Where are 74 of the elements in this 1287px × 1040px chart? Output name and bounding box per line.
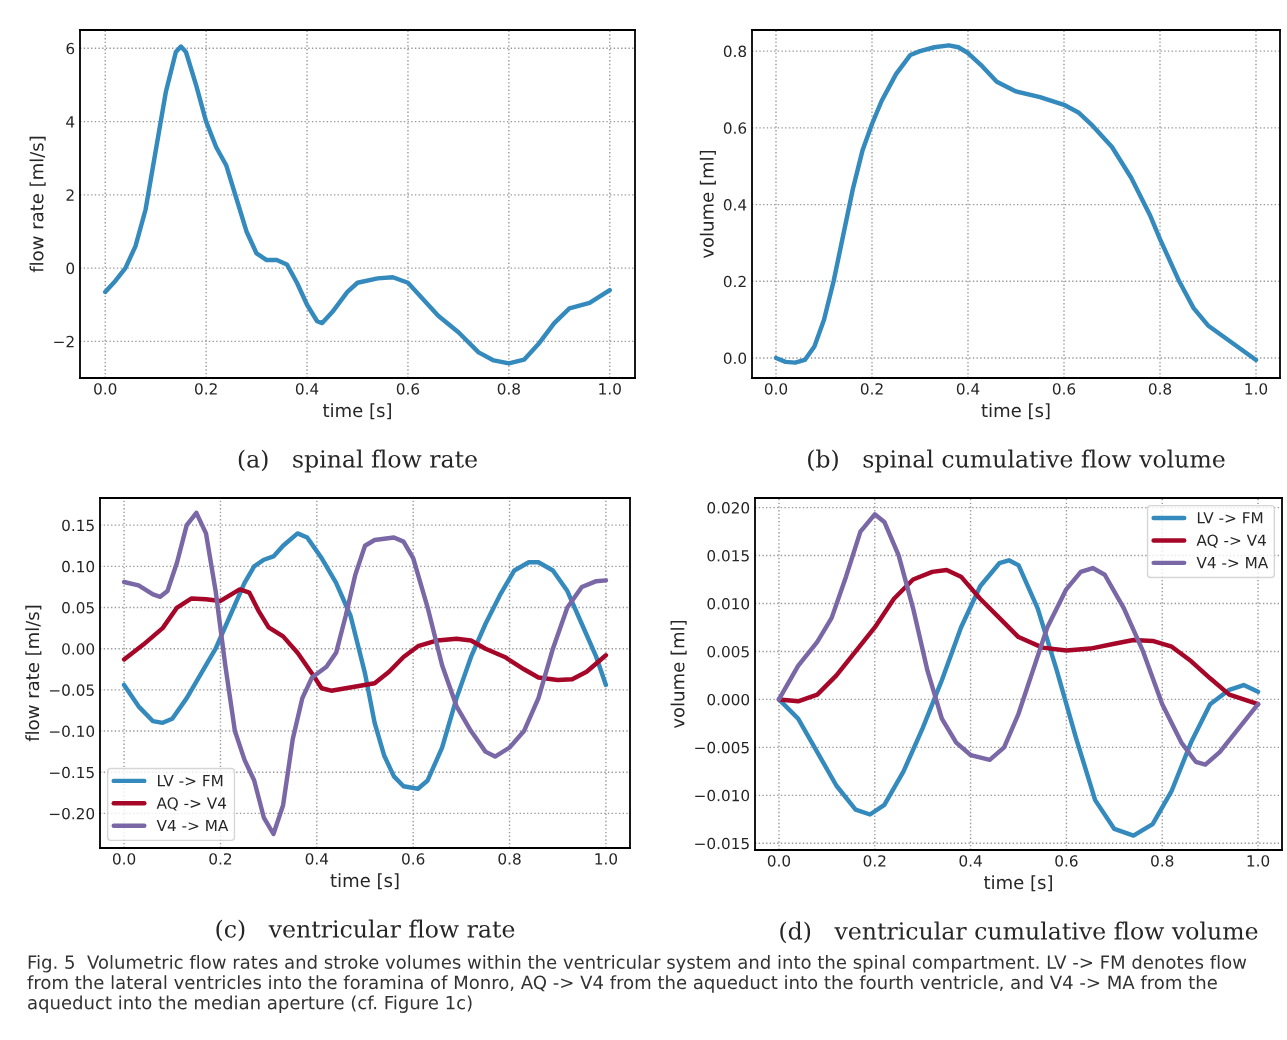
y-tick-label: −2 — [54, 335, 74, 348]
text: (b) spinal cumulative flow volume — [808, 449, 1225, 473]
x-axis-title: time [s] — [330, 873, 399, 890]
line-series — [773, 43, 1259, 365]
x-tick-label: 0.8 — [1148, 383, 1172, 395]
x-tick-label: 0.4 — [295, 383, 319, 395]
y-tick-label: 0.15 — [62, 519, 94, 532]
y-tick-label: −0.20 — [49, 807, 95, 820]
x-tick-label: 0.2 — [195, 383, 217, 395]
y-axis-title: volume [ml] — [699, 150, 716, 259]
text: (a) spinal flow rate — [238, 449, 477, 473]
y-tick-label: 6 — [66, 42, 75, 55]
x-axis-title: time [s] — [322, 403, 391, 420]
x-tick-label: 1.0 — [595, 853, 618, 865]
y-tick-label: 0.020 — [707, 502, 750, 514]
x-tick-label: 0.2 — [863, 855, 886, 867]
x-tick-label: 0.6 — [1052, 383, 1076, 395]
y-tick-label: 0.4 — [723, 199, 747, 211]
legend-label: LV -> FM — [158, 775, 223, 787]
x-axis-title: time [s] — [983, 875, 1052, 892]
y-tick-label: 0.05 — [62, 601, 94, 614]
x-tick-label: 0.4 — [956, 383, 980, 395]
y-tick-label: −0.05 — [49, 684, 94, 696]
x-tick-label: 0.0 — [764, 383, 788, 395]
legend-label: AQ -> V4 — [156, 797, 227, 811]
y-tick-label: 4 — [66, 116, 75, 128]
y-axis-title: flow rate [ml/s] — [25, 605, 42, 742]
legend-label: AQ -> V4 — [1196, 534, 1266, 548]
y-tick-label: 0.10 — [62, 560, 95, 573]
y-tick-label: 2 — [66, 189, 74, 201]
y-tick-label: 0.8 — [723, 45, 747, 58]
y-tick-label: −0.15 — [49, 766, 94, 779]
line-series — [121, 587, 609, 693]
legend-label: V4 -> MA — [1196, 557, 1269, 569]
x-tick-label: 0.6 — [396, 383, 420, 395]
text: (c) ventricular flow rate — [216, 919, 515, 942]
x-tick-label: 0.0 — [112, 853, 136, 865]
x-tick-label: 0.2 — [209, 853, 232, 865]
y-tick-label: 0.00 — [62, 643, 95, 655]
y-tick-label: 0.015 — [707, 550, 749, 562]
y-axis-title: volume [ml] — [670, 620, 687, 729]
caption: Fig. 5 Volumetric flow rates and stroke volumes within the ventricular system and into the spinal compartment. LV -> FM denotes flow from the lateral ventricles into the foramina of Monro, AQ -> V4 from the aqueduct into the fourth ventricle, and V4 -> MA from the aqueduct into the median aperture (cf. Figure 1c) — [27, 955, 1247, 1013]
legend-label: LV -> FM — [1197, 512, 1263, 524]
line-series — [121, 531, 609, 791]
y-tick-label: 0.0 — [723, 352, 747, 365]
line-series — [103, 44, 612, 366]
x-axis-title: time [s] — [981, 403, 1050, 420]
line-series — [121, 510, 609, 837]
x-tick-label: 0.0 — [767, 855, 791, 867]
y-tick-label: 0.005 — [707, 645, 749, 658]
x-tick-label: 1.0 — [1245, 383, 1268, 395]
legend-label: V4 -> MA — [156, 819, 229, 832]
x-tick-label: 0.8 — [498, 853, 521, 865]
y-tick-label: −0.10 — [49, 725, 95, 738]
y-tick-label: −0.010 — [695, 789, 750, 802]
y-tick-label: 0.000 — [707, 693, 750, 706]
y-tick-label: 0 — [66, 262, 75, 275]
x-tick-label: 0.6 — [1055, 855, 1078, 867]
y-tick-label: 0.010 — [707, 597, 750, 610]
y-axis-title: flow rate [ml/s] — [29, 136, 46, 273]
y-tick-label: −0.005 — [695, 741, 749, 754]
x-tick-label: 0.8 — [1151, 855, 1174, 867]
x-tick-label: 1.0 — [599, 383, 621, 395]
y-tick-label: −0.015 — [695, 837, 749, 850]
x-tick-label: 0.0 — [94, 383, 117, 395]
x-tick-label: 0.8 — [497, 383, 520, 395]
y-tick-label: 0.2 — [723, 275, 746, 288]
x-tick-label: 0.2 — [860, 383, 883, 395]
x-tick-label: 0.6 — [402, 853, 425, 865]
x-tick-label: 0.4 — [959, 855, 982, 867]
text: (d) ventricular cumulative flow volume — [780, 921, 1258, 944]
x-tick-label: 0.4 — [305, 853, 329, 865]
y-tick-label: 0.6 — [723, 122, 747, 134]
x-tick-label: 1.0 — [1247, 855, 1270, 867]
